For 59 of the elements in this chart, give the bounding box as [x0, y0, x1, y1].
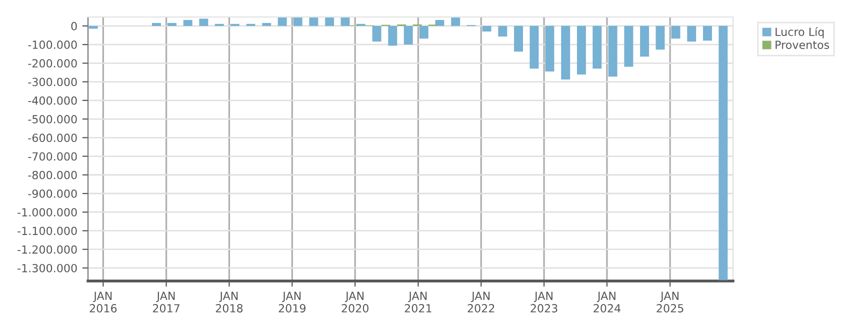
x-tick-label: JAN 2021 [404, 292, 432, 312]
bar [435, 20, 444, 26]
bar [498, 26, 508, 37]
x-tick-label: JAN 2018 [216, 292, 243, 312]
bar [608, 26, 618, 77]
y-tick-label: -600.000 [28, 134, 77, 142]
y-tick-label: -500.000 [28, 115, 77, 124]
bar [325, 18, 334, 26]
bar [404, 26, 413, 45]
y-tick-label: -700.000 [28, 152, 77, 161]
x-tick-label: JAN 2019 [278, 292, 306, 312]
bar [88, 26, 98, 29]
x-tick-label: JAN 2016 [90, 292, 117, 312]
x-tick-label: JAN 2023 [530, 292, 558, 312]
x-tick-label: JAN 2024 [594, 292, 620, 312]
bar [309, 18, 318, 26]
y-tick-label: -400.000 [28, 96, 77, 105]
bar [482, 26, 492, 32]
bar [592, 26, 602, 69]
x-tick-label: JAN 2025 [656, 292, 684, 312]
bar [199, 18, 208, 26]
y-tick-label: -900.000 [28, 189, 77, 198]
bar [561, 26, 570, 80]
bar [293, 18, 302, 26]
y-tick-label: -1.000.000 [18, 208, 77, 216]
bar [262, 22, 272, 26]
legend-label: Lucro Líq [776, 27, 824, 38]
y-tick-label: -1.300.000 [18, 264, 77, 272]
bar [167, 22, 176, 26]
y-tick-label: -100.000 [28, 40, 77, 49]
bar [545, 26, 554, 72]
bar [152, 22, 161, 26]
x-tick-label: JAN 2017 [152, 292, 180, 312]
bar [388, 26, 398, 46]
y-tick-label: -1.100.000 [18, 226, 77, 236]
bar [340, 18, 350, 26]
y-tick-label: -1.200.000 [18, 245, 77, 254]
x-tick-label: JAN 2020 [342, 292, 368, 312]
legend-label: Proventos [776, 40, 830, 50]
y-tick-label: -800.000 [28, 170, 77, 180]
bar [514, 26, 523, 52]
bar [624, 26, 634, 67]
y-tick-label: 0 [71, 22, 77, 30]
bar [372, 26, 382, 42]
bar [530, 26, 539, 69]
bar [718, 26, 728, 280]
bar [278, 18, 287, 26]
bar [687, 26, 696, 42]
bar [419, 26, 428, 39]
bar [656, 26, 665, 50]
bar [451, 18, 460, 26]
y-tick-label: -300.000 [28, 78, 77, 86]
bar [576, 26, 586, 75]
bar [703, 26, 712, 41]
y-tick-label: -200.000 [28, 59, 77, 68]
bar [671, 26, 680, 39]
bar [640, 26, 650, 57]
bar [183, 20, 192, 26]
x-tick-label: JAN 2022 [468, 292, 494, 312]
